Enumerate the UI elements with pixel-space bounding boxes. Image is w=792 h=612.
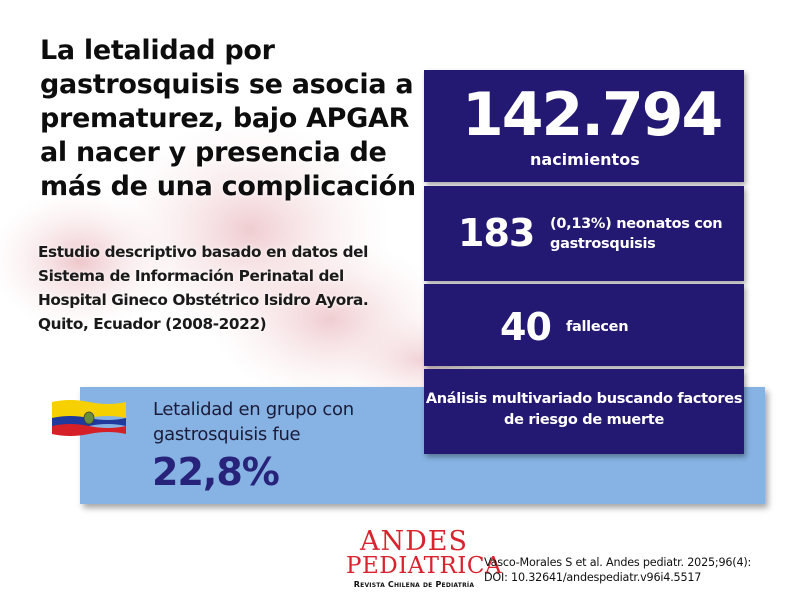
citation: Vasco-Morales S et al. Andes pediatr. 20… <box>484 555 784 585</box>
citation-reference: Vasco-Morales S et al. Andes pediatr. 20… <box>484 556 752 569</box>
gastroschisis-label: (0,13%) neonatos con gastrosquisis <box>550 216 723 252</box>
headline: La letalidad por gastrosquisis se asocia… <box>40 35 416 202</box>
analysis-block: Análisis multivariado buscando factores … <box>424 369 744 454</box>
ecuador-flag-icon <box>52 400 126 436</box>
journal-logo: Andes Pediatrica Revista Chilena de Pedi… <box>346 526 503 589</box>
journal-logo-line2: Pediatrica <box>346 553 503 579</box>
lethality-label: Letalidad en grupo con gastrosquisis fue <box>153 399 354 445</box>
deaths-count: 40 <box>500 305 552 349</box>
study-description: Estudio descriptivo basado en datos del … <box>38 243 369 333</box>
deaths-label: fallecen <box>566 319 629 335</box>
analysis-text: Análisis multivariado buscando factores … <box>425 391 743 428</box>
gastroschisis-count: 183 <box>458 211 535 255</box>
births-count: 142.794 <box>462 80 723 150</box>
lethality-value: 22,8% <box>152 450 280 494</box>
births-block: 142.794 nacimientos <box>424 70 744 182</box>
gastroschisis-block: 183 (0,13%) neonatos con gastrosquisis <box>424 186 744 281</box>
births-label: nacimientos <box>530 150 640 169</box>
citation-doi: DOI: 10.32641/andespediatr.v96i4.5517 <box>484 571 702 584</box>
background-illustration <box>0 120 500 410</box>
journal-logo-tagline: Revista Chilena de Pediatría <box>353 580 475 589</box>
journal-logo-line1: Andes <box>360 526 468 557</box>
deaths-block: 40 fallecen <box>424 284 744 366</box>
